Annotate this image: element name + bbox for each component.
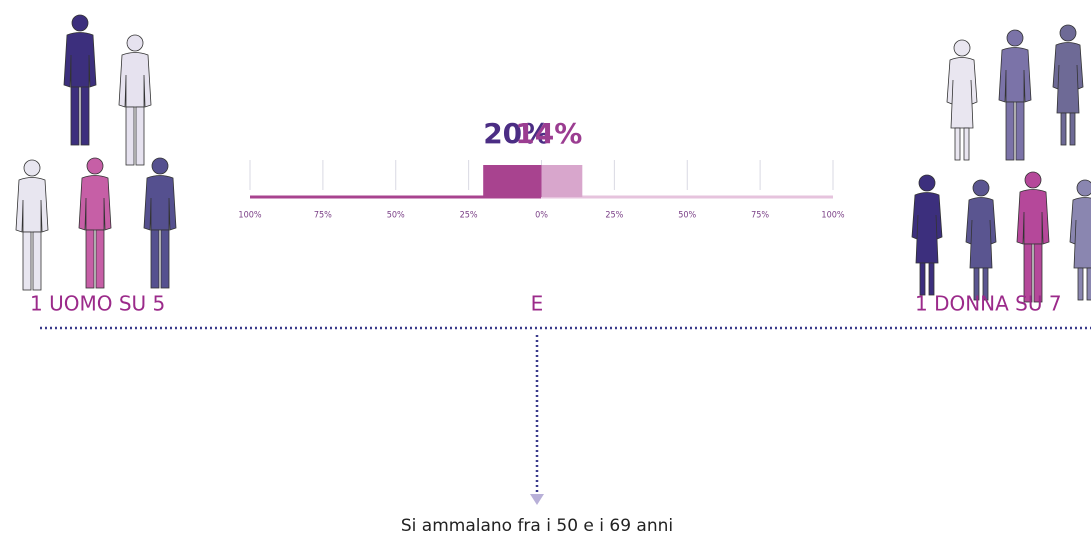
men-icons xyxy=(16,15,176,290)
person-icon xyxy=(144,158,176,288)
person-icon xyxy=(947,40,977,160)
x-tick-label: 100% xyxy=(238,211,261,221)
x-tick-label: 100% xyxy=(821,211,844,221)
conjunction: E xyxy=(531,292,544,316)
x-tick-label: 25% xyxy=(605,211,623,221)
bar xyxy=(483,165,541,197)
person-icon xyxy=(16,160,48,290)
person-icon xyxy=(119,35,151,165)
infographic: 1 UOMO SU 5 E 1 DONNA SU 7 Si ammalano f… xyxy=(0,0,1091,538)
x-tick-label: 25% xyxy=(460,211,478,221)
bar xyxy=(542,165,583,197)
x-tick-label: 0% xyxy=(535,211,548,221)
arrow-head xyxy=(530,494,544,505)
x-tick-label: 50% xyxy=(678,211,696,221)
caption: Si ammalano fra i 50 e i 69 anni xyxy=(401,516,673,536)
person-icon xyxy=(79,158,111,288)
person-icon xyxy=(999,30,1031,160)
men-label: 1 UOMO SU 5 xyxy=(30,292,165,316)
x-tick-label: 75% xyxy=(314,211,332,221)
person-icon xyxy=(912,175,942,295)
women-icons xyxy=(912,25,1091,302)
x-tick-label: 50% xyxy=(387,211,405,221)
person-icon xyxy=(1017,172,1049,302)
person-icon xyxy=(966,180,996,300)
person-icon xyxy=(64,15,96,145)
women-label: 1 DONNA SU 7 xyxy=(915,292,1062,316)
person-icon xyxy=(1070,180,1091,300)
x-tick-label: 75% xyxy=(751,211,769,221)
person-icon xyxy=(1053,25,1083,145)
value-label: 14% xyxy=(515,117,582,150)
